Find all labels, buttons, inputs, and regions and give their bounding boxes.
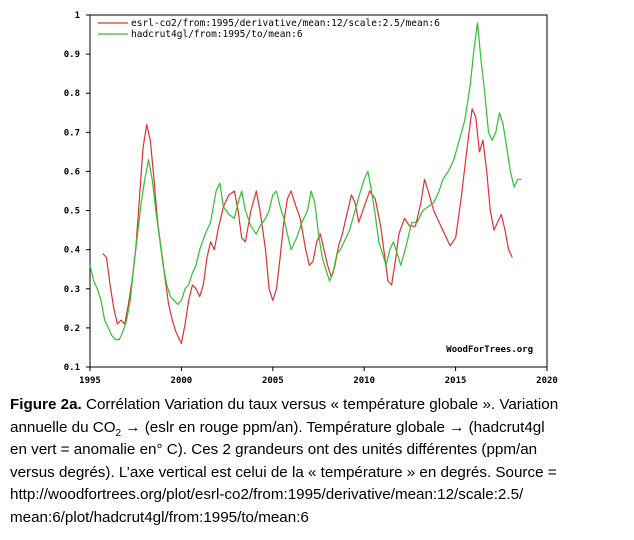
caption-co2-subscript: 2 <box>115 427 122 439</box>
woodfortrees-credit: WoodForTrees.org <box>446 345 533 355</box>
caption-line-3: en vert = anomalie en° C). Ces 2 grandeu… <box>10 441 538 459</box>
legend-label-co2: esrl-co2/from:1995/derivative/mean:12/sc… <box>131 18 440 29</box>
caption-line-1: Figure 2a. Corrélation Variation du taux… <box>10 394 624 417</box>
y-tick-label: 0.8 <box>64 89 80 99</box>
y-tick-label: 1 <box>75 11 80 21</box>
y-tick-label: 0.5 <box>64 207 80 217</box>
caption-figure-label: Figure 2a. <box>10 396 82 413</box>
y-tick-label: 0.4 <box>64 246 81 256</box>
x-tick-label: 2005 <box>262 376 284 386</box>
caption-line-2-b: → (eslr en rouge ppm/an). Température gl… <box>121 418 545 436</box>
caption-line-2-a: annuelle du CO <box>10 418 116 436</box>
legend: esrl-co2/from:1995/derivative/mean:12/sc… <box>98 18 440 40</box>
plot-area <box>89 14 548 368</box>
x-tick-label: 2015 <box>445 376 467 386</box>
series-line-hadcrut4gl <box>89 22 522 341</box>
y-tick-label: 0.9 <box>64 50 80 60</box>
x-tick-label: 2020 <box>536 376 558 386</box>
y-tick-label: 0.7 <box>64 128 80 138</box>
x-tick-label: 2010 <box>353 376 375 386</box>
x-tick-label: 1995 <box>79 376 101 386</box>
chart-svg: 0.1 0.2 0.3 0.4 0.5 0.6 0.7 0.8 0.9 1 1995 2000 2005… <box>64 11 558 386</box>
y-tick-label: 0.1 <box>64 363 80 373</box>
x-tick-label: 2000 <box>171 376 193 386</box>
caption-source-url-1: http://woodfortrees.org/plot/esrl-co2/fr… <box>10 486 524 504</box>
series-layer <box>89 22 522 345</box>
caption-source-url-2: mean:6/plot/hadcrut4gl/from:1995/to/mean… <box>10 508 309 526</box>
y-tick-label: 0.2 <box>64 324 80 334</box>
caption-line-2: annuelle du CO2 → (eslr en rouge ppm/an)… <box>10 417 624 440</box>
y-tick-label: 0.3 <box>64 285 80 295</box>
chart: 0.1 0.2 0.3 0.4 0.5 0.6 0.7 0.8 0.9 1 1995 2000 2005… <box>64 11 558 386</box>
axis-ticks: 0.1 0.2 0.3 0.4 0.5 0.6 0.7 0.8 0.9 1 1995 2000 2005… <box>64 11 558 386</box>
legend-label-hadcrut: hadcrut4gl/from:1995/to/mean:6 <box>131 29 303 40</box>
y-tick-label: 0.6 <box>64 167 80 177</box>
caption-line-4: versus degrés). L’axe vertical est celui… <box>10 463 557 481</box>
caption-line-1-text: Corrélation Variation du taux versus « t… <box>81 396 559 413</box>
figure-caption: Figure 2a. Corrélation Variation du taux… <box>10 394 624 530</box>
